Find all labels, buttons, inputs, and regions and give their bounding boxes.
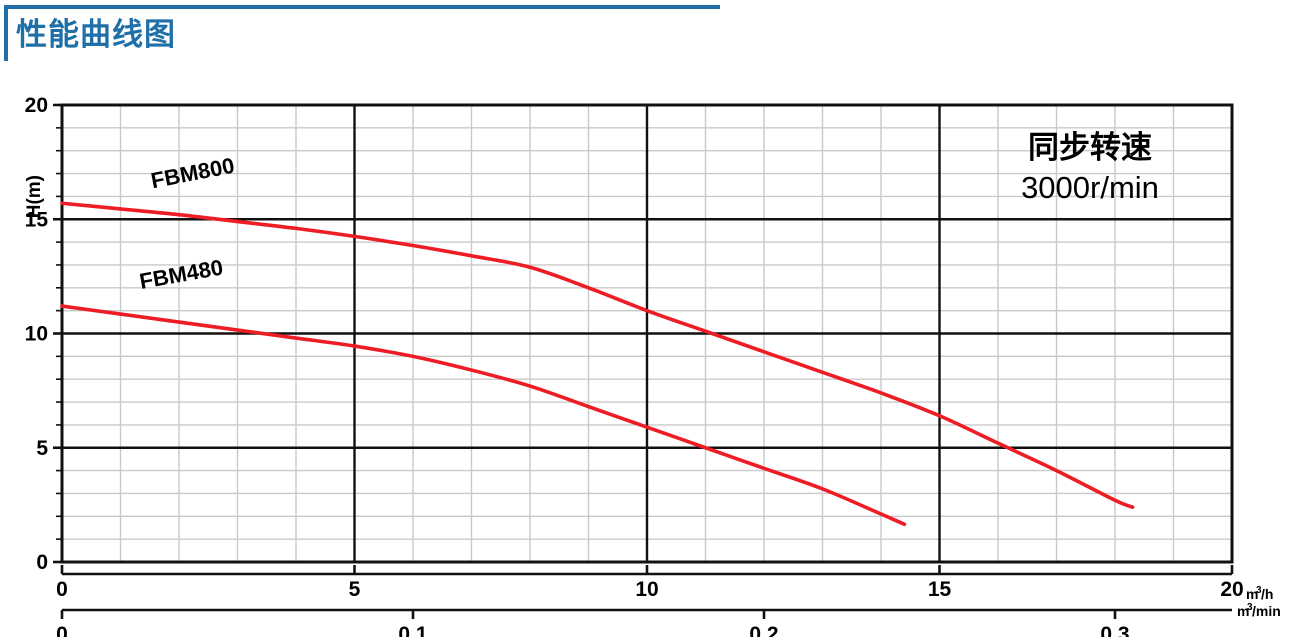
- y-tick-label: 20: [25, 94, 48, 117]
- series-curves: [60, 201, 1135, 527]
- header-left-accent-rule: [4, 5, 8, 61]
- performance-curve-chart: FBM800 FBM480 0 5 10 15 20 0 0.1 0.2 0.3 0 5 10 15 2…: [0, 70, 1316, 637]
- annotation-speed-value: 3000r/min: [1021, 170, 1159, 205]
- x-unit-primary-base: m: [1246, 586, 1258, 602]
- x-unit-secondary-label: m 3 /min: [1237, 602, 1281, 619]
- x-unit-primary-label: m 3 /h: [1246, 585, 1273, 602]
- x-unit-secondary-tail: /min: [1252, 603, 1281, 619]
- y-axis-title: H(m): [24, 175, 45, 218]
- curve-fbm800: [60, 201, 1135, 509]
- x-tick-label-primary: 5: [349, 578, 361, 601]
- y-tick-label: 0: [36, 551, 48, 574]
- page-header: 性能曲线图: [0, 0, 1316, 70]
- x-tick-label-secondary: 0.2: [749, 623, 778, 637]
- y-tick-label: 15: [25, 208, 49, 231]
- y-tick-label: 10: [25, 323, 48, 346]
- header-top-accent-rule: [4, 5, 720, 9]
- x-unit-secondary-base: m: [1237, 603, 1249, 619]
- x-tick-label-primary: 0: [56, 578, 68, 601]
- x-unit-primary-superscript: 3: [1256, 585, 1262, 596]
- x-unit-primary-tail: /h: [1261, 586, 1273, 602]
- x-axis-primary: 0 5 10 15 20: [56, 565, 1244, 601]
- x-unit-secondary-superscript: 3: [1247, 602, 1253, 613]
- curve-fbm480: [60, 304, 907, 527]
- x-tick-label-secondary: 0.1: [398, 623, 428, 637]
- x-tick-label-secondary: 0: [56, 623, 68, 637]
- x-tick-label-primary: 10: [635, 578, 658, 601]
- x-tick-label-secondary: 0.3: [1100, 623, 1129, 637]
- annotation-speed-title: 同步转速: [1028, 130, 1152, 165]
- series-label-fbm800: FBM800: [149, 153, 237, 194]
- y-tick-label: 5: [36, 437, 48, 460]
- x-tick-label-primary: 20: [1220, 578, 1243, 601]
- y-axis: 0 5 10 15 20: [25, 94, 62, 574]
- page-title: 性能曲线图: [16, 17, 176, 52]
- x-tick-label-primary: 15: [928, 578, 952, 601]
- x-axis-secondary: 0 0.1 0.2 0.3: [56, 608, 1232, 637]
